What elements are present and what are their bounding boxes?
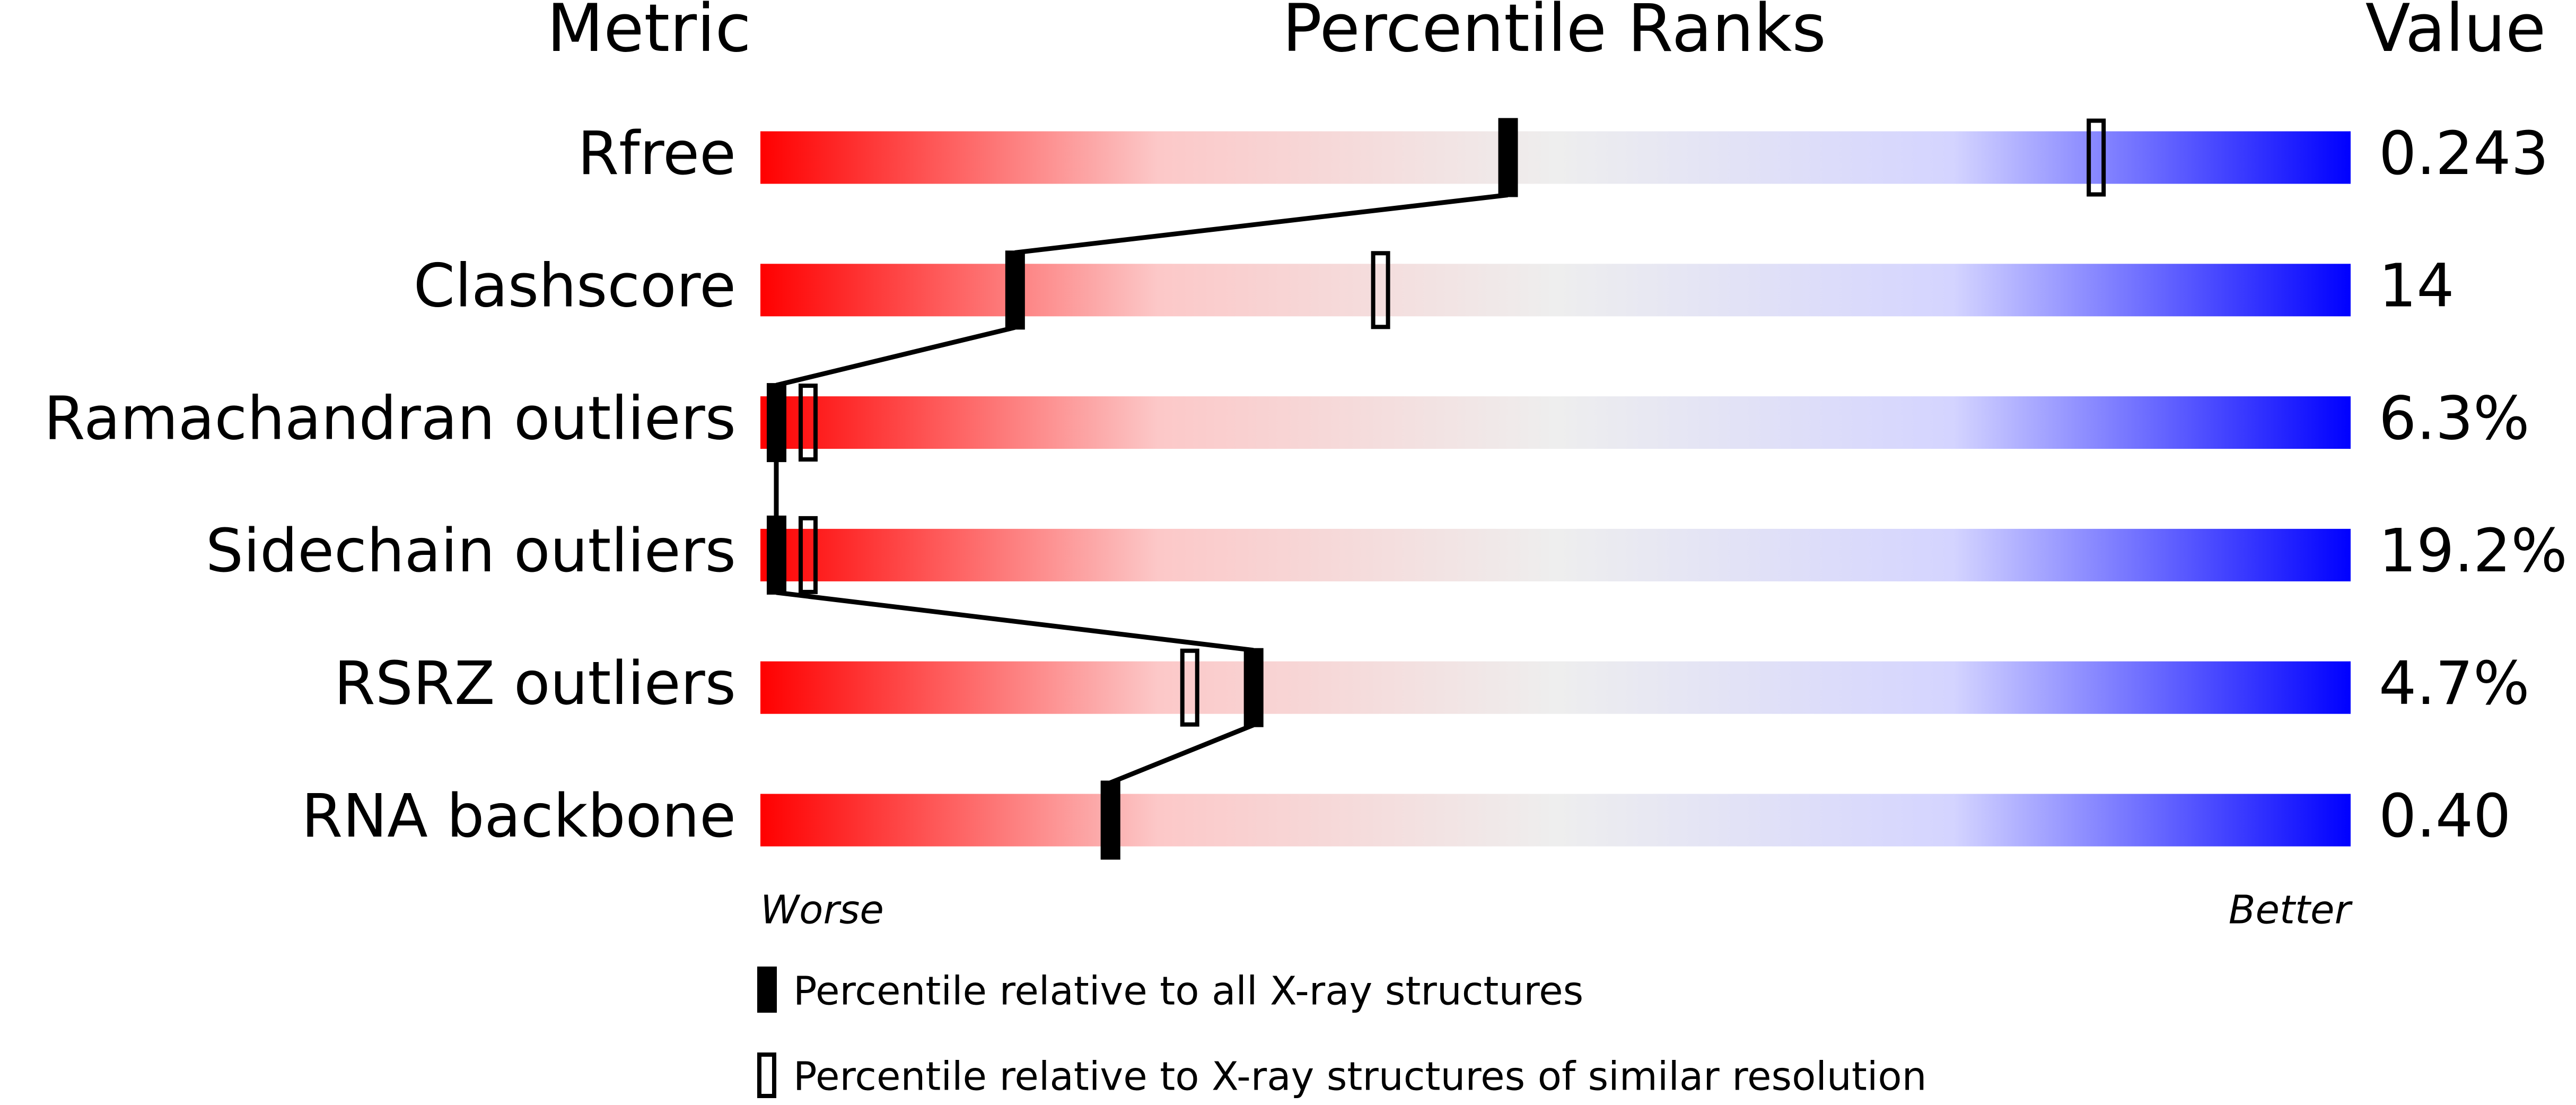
percentile-marker-filled: [766, 383, 786, 463]
metric-value: 0.243: [2379, 119, 2549, 188]
legend-swatch: [757, 1052, 776, 1098]
chart-title: Percentile Ranks: [1282, 0, 1826, 67]
connector-line: [775, 325, 1015, 388]
metric-value: 4.7%: [2379, 649, 2530, 718]
percentile-marker-filled: [1498, 118, 1518, 197]
percentile-bar-track: [760, 131, 2351, 184]
metric-label: RNA backbone: [302, 782, 737, 851]
connector-line: [776, 590, 1254, 653]
legend-label: Percentile relative to all X-ray structu…: [793, 969, 1583, 1014]
connector-line: [1014, 193, 1509, 255]
metric-value: 6.3%: [2379, 384, 2530, 453]
worse-label: Worse: [760, 888, 884, 933]
metric-value: 19.2%: [2379, 517, 2568, 586]
percentile-bar-track: [760, 661, 2351, 714]
metric-value: 0.40: [2379, 782, 2511, 851]
metric-label: Sidechain outliers: [206, 517, 736, 586]
legend-swatch: [757, 967, 777, 1013]
value-header: Value: [2365, 0, 2546, 67]
percentile-marker-open: [2087, 118, 2106, 197]
metric-header: Metric: [547, 0, 751, 67]
percentile-marker-filled: [1005, 250, 1025, 330]
percentile-bar-track: [760, 794, 2351, 847]
percentile-marker-filled: [1100, 780, 1120, 860]
percentile-marker-open: [798, 516, 818, 594]
legend-label: Percentile relative to X-ray structures …: [793, 1054, 1927, 1100]
percentile-bar-track: [760, 528, 2351, 581]
percentile-marker-filled: [766, 515, 786, 595]
metric-label: Rfree: [577, 119, 736, 188]
percentile-marker-open: [1371, 251, 1390, 329]
percentile-marker-open: [798, 384, 818, 462]
metric-label: Clashscore: [414, 252, 736, 321]
metric-label: Ramachandran outliers: [44, 384, 736, 453]
better-label: Better: [2229, 888, 2353, 933]
percentile-marker-filled: [1243, 648, 1264, 727]
metric-label: RSRZ outliers: [334, 649, 736, 718]
percentile-marker-open: [1180, 648, 1199, 727]
percentile-bar-track: [760, 396, 2351, 449]
metric-value: 14: [2379, 252, 2455, 321]
percentile-bar-track: [760, 264, 2351, 317]
connector-line: [1109, 723, 1255, 785]
